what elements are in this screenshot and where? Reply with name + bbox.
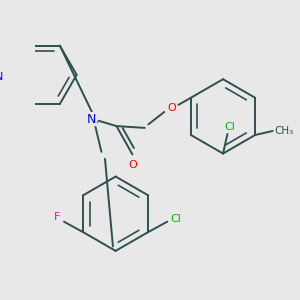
Text: O: O [167, 103, 176, 113]
Text: CH₃: CH₃ [274, 125, 293, 136]
Text: F: F [54, 212, 60, 222]
Text: O: O [128, 160, 137, 170]
Text: Cl: Cl [171, 214, 182, 224]
Text: N: N [0, 72, 3, 82]
Text: N: N [87, 112, 96, 125]
Text: Cl: Cl [225, 122, 236, 132]
